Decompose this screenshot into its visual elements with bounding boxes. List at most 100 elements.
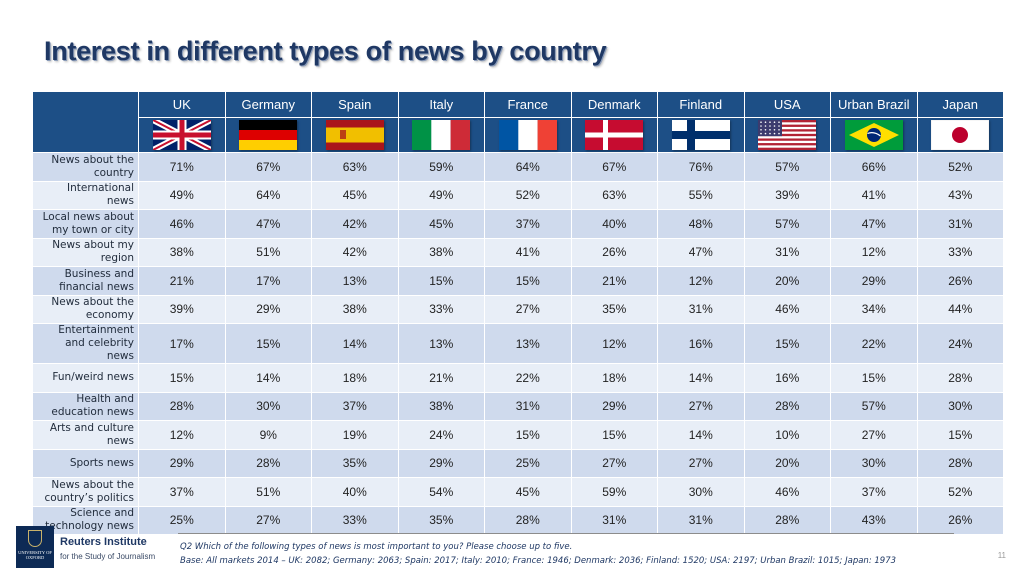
table-row: International news 49% 64% 45% 49% 52% 63% 55% 3… xyxy=(32,180,1004,210)
value-cell: 40% xyxy=(570,209,658,239)
italy-flag-icon xyxy=(412,120,471,150)
value-cell: 38% xyxy=(311,294,399,324)
value-cell: 12% xyxy=(830,237,918,267)
table-row: Business and financial news 21% 17% 13% 15% 1… xyxy=(32,266,1004,296)
value-cell: 59% xyxy=(570,477,658,507)
value-cell: 43% xyxy=(830,505,918,535)
value-cell: 30% xyxy=(224,391,312,421)
value-cell: 15% xyxy=(743,323,831,364)
value-cell: 45% xyxy=(397,209,485,239)
value-cell: 37% xyxy=(830,477,918,507)
value-cell: 17% xyxy=(224,266,312,296)
column-header: USA xyxy=(743,91,831,118)
flag-cell xyxy=(657,117,745,153)
value-cell: 46% xyxy=(743,477,831,507)
value-cell: 31% xyxy=(657,294,745,324)
value-cell: 29% xyxy=(830,266,918,296)
value-cell: 63% xyxy=(570,180,658,210)
value-cell: 24% xyxy=(397,420,485,450)
value-cell: 9% xyxy=(224,420,312,450)
value-cell: 10% xyxy=(743,420,831,450)
value-cell: 15% xyxy=(484,266,572,296)
row-label: Fun/weird news xyxy=(32,363,139,393)
value-cell: 45% xyxy=(311,180,399,210)
value-cell: 13% xyxy=(397,323,485,364)
brazil-flag-icon xyxy=(844,120,903,150)
value-cell: 26% xyxy=(570,237,658,267)
value-cell: 12% xyxy=(657,266,745,296)
value-cell: 41% xyxy=(830,180,918,210)
value-cell: 49% xyxy=(138,180,226,210)
value-cell: 14% xyxy=(311,323,399,364)
finland-flag-icon xyxy=(671,120,730,150)
flag-cell xyxy=(397,117,485,153)
value-cell: 48% xyxy=(657,209,745,239)
value-cell: 39% xyxy=(743,180,831,210)
value-cell: 22% xyxy=(830,323,918,364)
germany-flag-icon xyxy=(239,120,298,150)
sample-base-note: Base: All markets 2014 – UK: 2082; Germa… xyxy=(180,556,897,566)
footer-divider xyxy=(178,533,954,534)
value-cell: 29% xyxy=(224,294,312,324)
table-corner xyxy=(32,91,139,153)
row-label: Sports news xyxy=(32,448,139,478)
flag-cell xyxy=(830,117,918,153)
value-cell: 19% xyxy=(311,420,399,450)
value-cell: 29% xyxy=(570,391,658,421)
value-cell: 57% xyxy=(830,391,918,421)
value-cell: 35% xyxy=(570,294,658,324)
value-cell: 39% xyxy=(138,294,226,324)
value-cell: 18% xyxy=(570,363,658,393)
flag-cell xyxy=(743,117,831,153)
value-cell: 47% xyxy=(224,209,312,239)
value-cell: 49% xyxy=(397,180,485,210)
value-cell: 22% xyxy=(484,363,572,393)
value-cell: 17% xyxy=(138,323,226,364)
value-cell: 55% xyxy=(657,180,745,210)
value-cell: 12% xyxy=(138,420,226,450)
value-cell: 57% xyxy=(743,152,831,182)
value-cell: 33% xyxy=(311,505,399,535)
value-cell: 21% xyxy=(138,266,226,296)
row-label: Business and financial news xyxy=(32,266,139,296)
value-cell: 28% xyxy=(138,391,226,421)
value-cell: 20% xyxy=(743,266,831,296)
value-cell: 15% xyxy=(916,420,1004,450)
value-cell: 31% xyxy=(570,505,658,535)
flag-cell xyxy=(916,117,1004,153)
row-label: Health and education news xyxy=(32,391,139,421)
value-cell: 30% xyxy=(830,448,918,478)
value-cell: 63% xyxy=(311,152,399,182)
page-number: 11 xyxy=(997,551,1006,560)
value-cell: 28% xyxy=(484,505,572,535)
value-cell: 28% xyxy=(743,391,831,421)
value-cell: 20% xyxy=(743,448,831,478)
flag-cell xyxy=(484,117,572,153)
table-row: Sports news 29% 28% 35% 29% 25% 27% 27% 20% 30% 28… xyxy=(32,448,1004,478)
logo-name: Reuters Institute xyxy=(60,536,147,548)
value-cell: 38% xyxy=(397,391,485,421)
column-header: Japan xyxy=(916,91,1004,118)
value-cell: 27% xyxy=(224,505,312,535)
value-cell: 35% xyxy=(397,505,485,535)
usa-flag-icon xyxy=(758,120,817,150)
value-cell: 15% xyxy=(138,363,226,393)
row-label: International news xyxy=(32,180,139,210)
value-cell: 26% xyxy=(916,505,1004,535)
table-row: News about the country 71% 67% 63% 59% 64% 67%… xyxy=(32,152,1004,182)
table-row: Arts and culture news 12% 9% 19% 24% 15% 15% 14… xyxy=(32,420,1004,450)
flag-cell xyxy=(224,117,312,153)
japan-flag-icon xyxy=(931,120,990,150)
flag-cell xyxy=(570,117,658,153)
uk-flag-icon xyxy=(152,120,211,150)
value-cell: 57% xyxy=(743,209,831,239)
value-cell: 16% xyxy=(743,363,831,393)
value-cell: 38% xyxy=(397,237,485,267)
value-cell: 47% xyxy=(657,237,745,267)
value-cell: 54% xyxy=(397,477,485,507)
row-label: Entertainment and celebrity news xyxy=(32,323,139,364)
value-cell: 28% xyxy=(743,505,831,535)
value-cell: 43% xyxy=(916,180,1004,210)
value-cell: 15% xyxy=(397,266,485,296)
value-cell: 52% xyxy=(916,477,1004,507)
